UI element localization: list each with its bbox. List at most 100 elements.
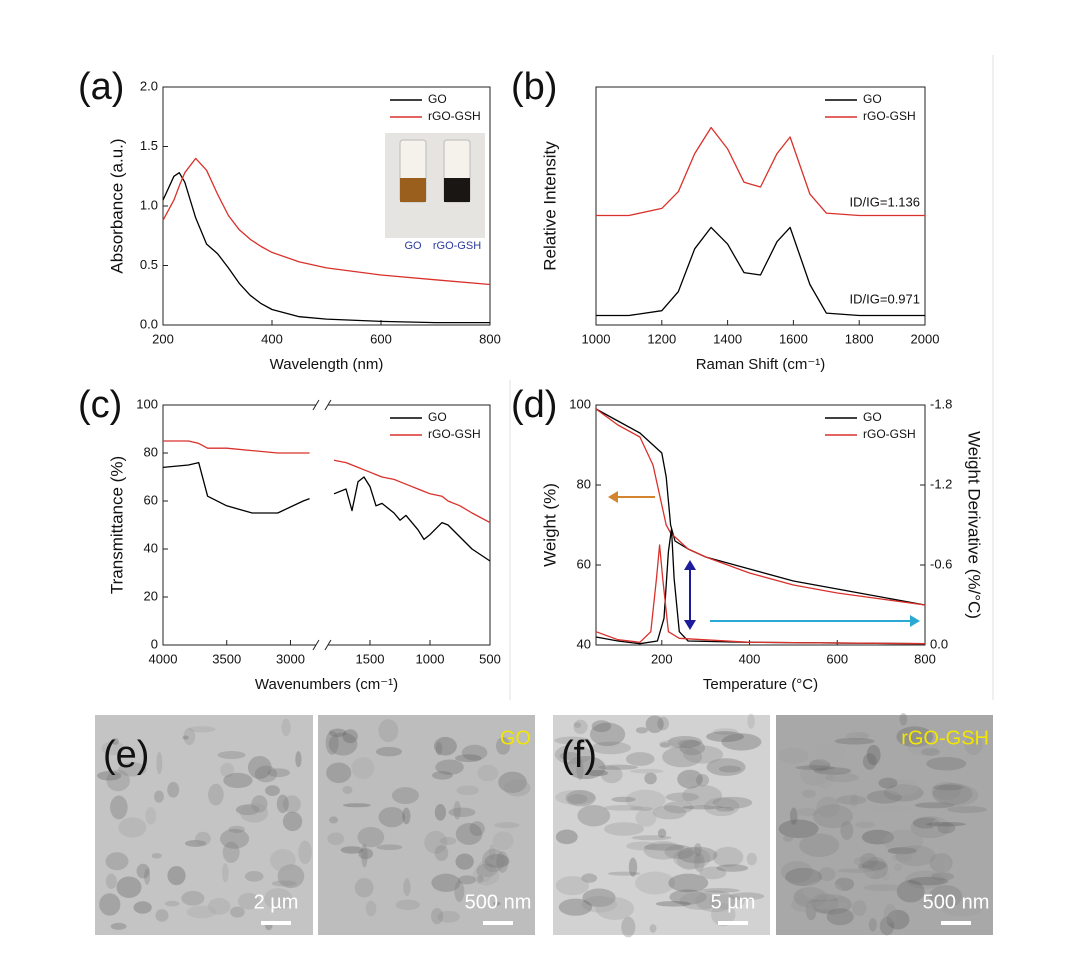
texture-spot [461,744,488,761]
texture-spot [271,880,297,887]
data-line [595,528,926,645]
texture-spot [677,739,699,748]
legend-label: rGO-GSH [428,427,481,441]
texture-spot [559,751,580,760]
texture-spot [431,907,444,925]
x-tick-label: 600 [826,651,848,666]
texture-spot [403,878,411,897]
texture-spot [167,866,186,886]
texture-spot [852,900,867,916]
texture-spot [577,804,611,827]
texture-spot [657,716,669,731]
texture-spot [625,752,655,766]
axis-break-mark [312,399,332,411]
legend-label: GO [863,410,882,424]
y2-tick-label: -1.8 [930,396,952,411]
texture-spot [586,769,609,777]
texture-spot [644,843,685,851]
texture-spot [635,871,676,895]
texture-spot [247,755,272,780]
texture-spot [914,802,955,809]
scale-bar-label: 5 µm [711,891,756,913]
x-tick-label: 3500 [212,651,241,666]
texture-spot [747,713,755,729]
plot-frame [595,86,926,326]
texture-spot [183,727,196,746]
texture-spot [866,790,903,804]
texture-spot [812,804,853,829]
texture-spot [457,875,476,885]
x-tick-label: 400 [261,331,283,346]
texture-spot [598,764,639,770]
x-tick-label: 1800 [845,331,874,346]
texture-spot [685,774,697,784]
texture-spot [555,789,596,805]
panel-label: (c) [78,384,122,426]
y-tick-label: 40 [577,636,591,651]
texture-spot [195,831,211,846]
texture-spot [351,757,375,780]
micrograph [318,715,535,935]
texture-spot [780,861,813,883]
texture-spot [807,900,848,910]
texture-spot [721,733,762,751]
texture-spot [929,853,953,873]
x-tick-label: 4000 [149,651,178,666]
texture-spot [723,802,737,811]
texture-spot [629,768,664,774]
texture-spot [482,848,506,873]
texture-spot [853,856,870,866]
texture-spot [793,887,828,908]
texture-spot [435,741,443,756]
texture-spot [816,764,835,789]
texture-spot [589,722,626,747]
texture-spot [825,765,833,782]
texture-spot [554,744,592,765]
texture-spot [151,852,162,859]
texture-spot [184,840,207,847]
texture-spot [439,836,457,845]
texture-spot [907,741,939,756]
texture-spot [434,804,447,821]
texture-spot [785,867,822,887]
texture-spot [626,841,658,851]
annotation: ID/IG=0.971 [850,291,920,306]
texture-spot [265,785,280,796]
y-tick-label: 80 [144,444,158,459]
texture-spot [472,865,500,886]
texture-spot [929,885,963,908]
texture-spot [237,892,260,910]
y-tick-label: 60 [144,492,158,507]
texture-spot [795,808,819,817]
x-tick-label: 1500 [356,651,385,666]
texture-spot [870,805,911,812]
y-tick-label: 40 [144,540,158,555]
texture-spot [133,901,152,914]
data-line [596,226,925,317]
scale-bar-label: 500 nm [465,891,532,913]
texture-spot [595,897,635,920]
texture-spot [554,736,590,745]
texture-spot [818,867,836,882]
texture-spot [424,830,448,854]
texture-spot [376,844,403,851]
texture-spot [938,784,979,806]
texture-spot [295,751,302,768]
texture-spot [816,796,840,818]
panel-label: (d) [511,384,557,426]
texture-spot [881,872,890,881]
texture-spot [706,758,746,776]
texture-spot [930,872,955,881]
texture-spot [342,803,372,808]
texture-spot [106,769,130,792]
texture-spot [591,720,612,733]
texture-spot [825,772,859,783]
texture-spot [220,762,235,778]
texture-spot [153,790,164,803]
texture-spot [883,784,924,802]
y-tick-label: 100 [136,396,158,411]
micrograph [776,715,993,935]
texture-spot [230,906,245,918]
texture-spot [277,864,305,889]
